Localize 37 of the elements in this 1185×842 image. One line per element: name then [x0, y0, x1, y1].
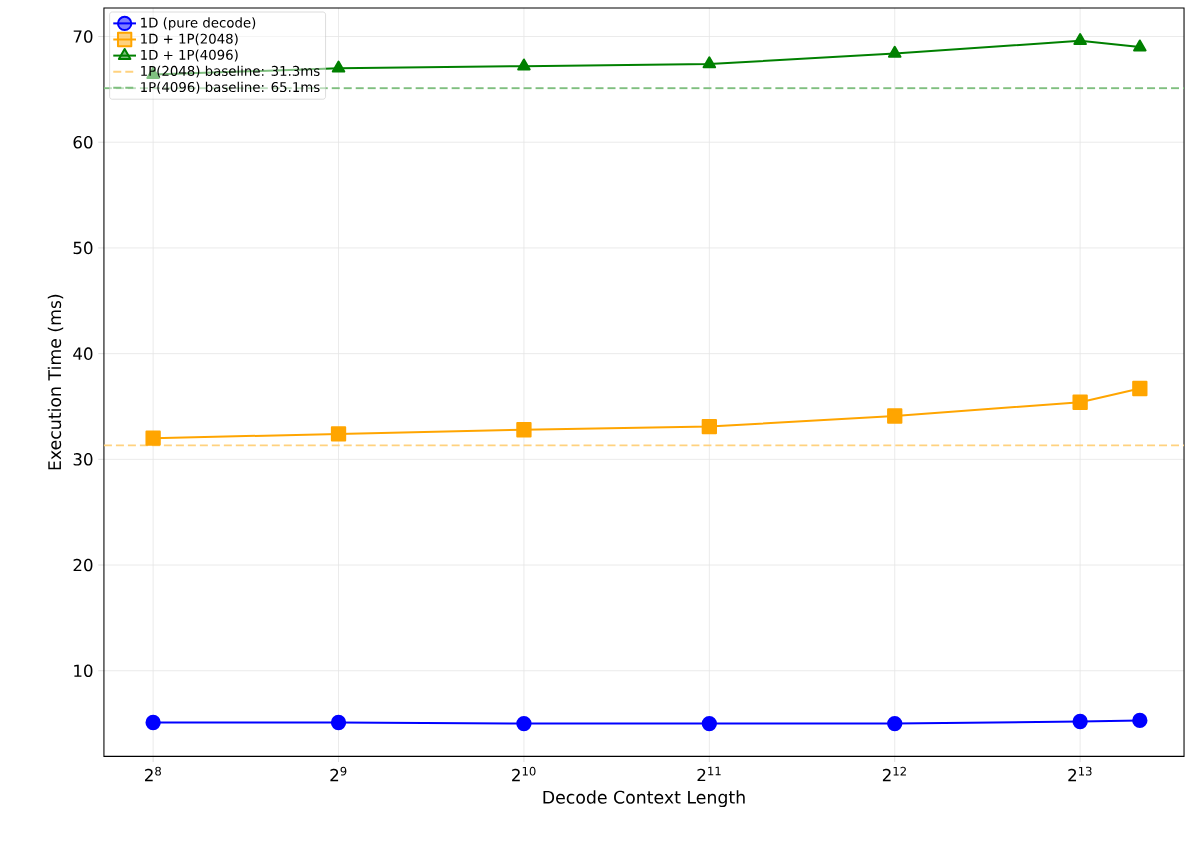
y-tick-label: 60 [73, 135, 93, 149]
point [887, 45, 902, 58]
y-tick-label: 30 [73, 452, 93, 466]
point [331, 60, 346, 73]
legend-label: 1D + 1P(4096) [141, 49, 238, 62]
point [516, 715, 532, 732]
y-tick-label: 10 [74, 664, 93, 677]
x-tick-label: 2$^{11}$ [697, 766, 721, 781]
y-axis-title: Execution Time (ms) [47, 294, 64, 470]
x-tick-label: 2$^{13}$ [1068, 766, 1092, 782]
point [330, 426, 347, 442]
point [1073, 32, 1087, 45]
point [330, 714, 347, 731]
point [887, 408, 903, 424]
point [701, 418, 717, 435]
legend-label: 1D (pure decode) [141, 17, 256, 31]
x-tick-label: 2$^{9}$ [330, 766, 347, 782]
point [701, 715, 717, 732]
point [516, 421, 532, 438]
x-tick-label: 2$^{8}$ [145, 766, 161, 782]
y-tick-label: 40 [73, 347, 93, 360]
y-tick-label: 20 [73, 558, 93, 572]
legend-label: 1P(2048) baseline: 31.3ms [141, 65, 320, 78]
point [145, 714, 161, 731]
point [887, 715, 903, 732]
x-axis-title: Decode Context Length [543, 790, 745, 807]
point [1072, 713, 1088, 729]
point [145, 430, 161, 446]
x-tick-label: 2$^{10}$ [512, 766, 536, 782]
point [1072, 394, 1088, 410]
point [517, 58, 531, 71]
ref-line-label: 1P(4096) baseline: 65.1ms [141, 81, 320, 94]
point [702, 56, 717, 69]
legend-label: 1D + 1P(2048) [141, 33, 238, 46]
y-tick-label: 70 [73, 30, 93, 43]
x-tick-label: 2$^{12}$ [882, 766, 906, 782]
y-tick-label: 50 [73, 241, 93, 255]
